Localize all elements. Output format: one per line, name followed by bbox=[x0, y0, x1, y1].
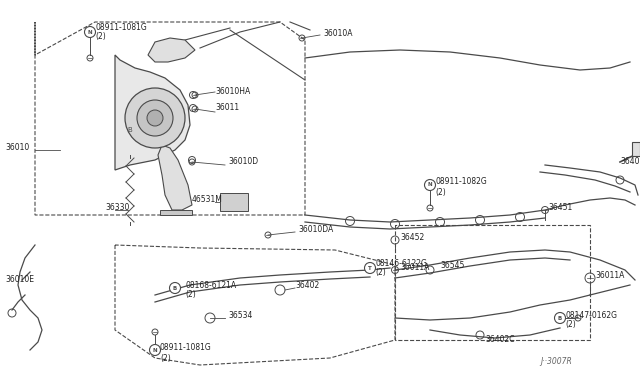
Circle shape bbox=[150, 344, 161, 356]
Circle shape bbox=[365, 263, 376, 273]
Circle shape bbox=[137, 100, 173, 136]
Bar bbox=[632, 142, 640, 156]
Text: 08146-6122G: 08146-6122G bbox=[375, 259, 427, 267]
Text: 08911-1081G: 08911-1081G bbox=[95, 23, 147, 32]
Polygon shape bbox=[158, 145, 192, 210]
Text: T: T bbox=[368, 266, 372, 270]
Text: 08168-6121A: 08168-6121A bbox=[185, 280, 236, 289]
Text: (2): (2) bbox=[565, 321, 576, 330]
Text: N: N bbox=[428, 183, 432, 187]
Text: (2): (2) bbox=[185, 291, 196, 299]
Bar bbox=[220, 193, 248, 211]
Text: 36534: 36534 bbox=[228, 311, 252, 320]
Text: 36010A: 36010A bbox=[323, 29, 353, 38]
Text: 36402C: 36402C bbox=[485, 336, 515, 344]
Text: 08911-1081G: 08911-1081G bbox=[160, 343, 212, 353]
Circle shape bbox=[170, 282, 180, 294]
Text: 36011: 36011 bbox=[215, 103, 239, 112]
Text: J··3007R: J··3007R bbox=[540, 357, 572, 366]
Text: B: B bbox=[558, 315, 562, 321]
Text: (2): (2) bbox=[95, 32, 106, 41]
Text: 36451: 36451 bbox=[548, 202, 572, 212]
Polygon shape bbox=[148, 38, 195, 62]
Text: N: N bbox=[88, 29, 92, 35]
Text: 36402: 36402 bbox=[295, 282, 319, 291]
Text: 36452: 36452 bbox=[400, 234, 424, 243]
Circle shape bbox=[84, 26, 95, 38]
Circle shape bbox=[125, 88, 185, 148]
Polygon shape bbox=[160, 210, 192, 215]
Text: 36010HA: 36010HA bbox=[215, 87, 250, 96]
Circle shape bbox=[554, 312, 566, 324]
Text: 36011A: 36011A bbox=[595, 270, 625, 279]
Text: 08911-1082G: 08911-1082G bbox=[435, 177, 487, 186]
Text: B: B bbox=[173, 285, 177, 291]
Text: 36010DA: 36010DA bbox=[298, 225, 333, 234]
Text: 08147-0162G: 08147-0162G bbox=[565, 311, 617, 320]
Text: 46531M: 46531M bbox=[191, 196, 222, 205]
Text: 36330: 36330 bbox=[105, 203, 129, 212]
Circle shape bbox=[147, 110, 163, 126]
Text: (2): (2) bbox=[160, 353, 171, 362]
Text: (2): (2) bbox=[375, 269, 386, 278]
Text: (2): (2) bbox=[435, 187, 445, 196]
Text: 36010D: 36010D bbox=[228, 157, 258, 167]
Text: B: B bbox=[127, 127, 132, 133]
Text: 36545: 36545 bbox=[440, 260, 465, 269]
Text: 36402C: 36402C bbox=[620, 157, 640, 167]
Text: 36011A: 36011A bbox=[400, 263, 429, 273]
Text: 36010: 36010 bbox=[5, 144, 29, 153]
Polygon shape bbox=[115, 55, 190, 170]
Text: N: N bbox=[153, 347, 157, 353]
Text: 36010E: 36010E bbox=[5, 276, 34, 285]
Circle shape bbox=[424, 180, 435, 190]
